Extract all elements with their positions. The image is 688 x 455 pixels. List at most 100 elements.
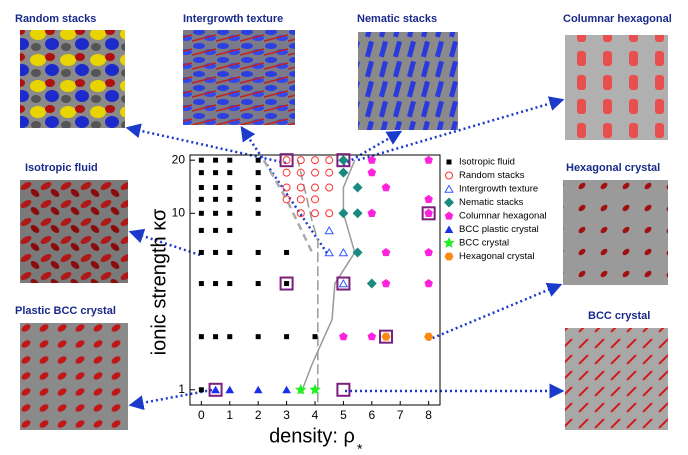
point <box>213 281 219 287</box>
point <box>227 249 233 255</box>
legend-marker <box>444 197 454 208</box>
point <box>227 227 233 233</box>
highlight-box <box>336 153 351 168</box>
point <box>324 248 334 257</box>
point <box>227 157 233 163</box>
x-tick-label: 0 <box>198 408 205 422</box>
point <box>255 334 261 340</box>
point <box>424 194 433 203</box>
highlight-box <box>336 276 351 291</box>
panel-label: Random stacks <box>15 13 96 25</box>
point <box>296 183 305 192</box>
point <box>227 196 233 202</box>
point <box>282 385 291 394</box>
y-axis-label: ionic strength κσ <box>148 208 170 355</box>
point <box>227 210 233 216</box>
arrow <box>125 123 287 165</box>
point <box>255 196 261 202</box>
panel-label: Plastic BCC crystal <box>15 305 116 317</box>
point <box>296 168 305 177</box>
point <box>282 168 291 177</box>
point <box>309 383 321 395</box>
point <box>381 183 391 192</box>
point <box>198 387 204 393</box>
point <box>198 170 204 176</box>
point <box>198 196 204 202</box>
point <box>367 332 377 341</box>
panel-label: Columnar hexagonal <box>563 13 672 25</box>
point <box>381 332 391 341</box>
images <box>20 30 668 430</box>
point <box>366 278 377 289</box>
image <box>565 328 668 430</box>
x-tick-label: 8 <box>425 408 432 422</box>
point <box>424 332 434 341</box>
point <box>338 155 349 166</box>
legend-marker <box>446 159 452 165</box>
point <box>424 248 433 257</box>
highlight-box <box>336 382 351 397</box>
point <box>198 227 204 233</box>
point <box>213 227 219 233</box>
point <box>225 385 235 394</box>
point <box>198 210 204 216</box>
legend-label: Isotropic fluid <box>459 157 515 168</box>
x-tick-label: 5 <box>340 408 347 422</box>
point <box>352 182 363 193</box>
point <box>227 281 233 287</box>
point <box>424 279 433 288</box>
point <box>255 185 261 191</box>
point <box>424 155 433 164</box>
y-tick-label: 20 <box>172 152 186 166</box>
point <box>213 334 219 340</box>
point <box>198 281 204 287</box>
phase-boundary <box>300 159 356 394</box>
x-axis-label-sup: * <box>357 441 363 455</box>
point <box>295 383 307 395</box>
point <box>255 170 261 176</box>
point <box>198 249 204 255</box>
y-tick-label: 10 <box>172 205 186 219</box>
point <box>367 168 377 177</box>
point <box>325 168 334 177</box>
point <box>211 385 220 394</box>
point <box>227 334 233 340</box>
point <box>253 385 263 394</box>
image <box>358 32 458 130</box>
point <box>381 279 391 288</box>
point <box>213 157 219 163</box>
arrow <box>128 388 213 411</box>
point <box>338 167 349 178</box>
panel-label: Isotropic fluid <box>25 162 98 174</box>
point <box>213 170 219 176</box>
highlight-box <box>208 382 223 397</box>
point <box>381 248 391 257</box>
point <box>213 210 219 216</box>
legend-label: Nematic stacks <box>459 197 524 208</box>
point <box>311 168 319 177</box>
point <box>367 208 377 217</box>
image <box>563 180 668 285</box>
arrow <box>427 282 563 342</box>
point <box>325 209 334 218</box>
point <box>324 225 334 235</box>
point <box>311 209 319 218</box>
point <box>367 155 377 164</box>
legend-marker <box>443 237 455 248</box>
image <box>20 180 128 283</box>
legend-marker <box>444 225 454 233</box>
legend-marker <box>444 184 454 193</box>
panel-label: Nematic stacks <box>357 13 437 25</box>
point <box>282 183 291 192</box>
point <box>296 195 305 204</box>
y-tick-label: 1 <box>178 382 185 396</box>
arrow <box>357 96 565 162</box>
point <box>282 156 291 165</box>
highlight-box <box>421 206 436 221</box>
phase-boundary <box>262 159 314 254</box>
point <box>213 249 219 255</box>
point <box>296 156 305 165</box>
highlight-box <box>379 329 394 344</box>
point <box>311 195 319 204</box>
